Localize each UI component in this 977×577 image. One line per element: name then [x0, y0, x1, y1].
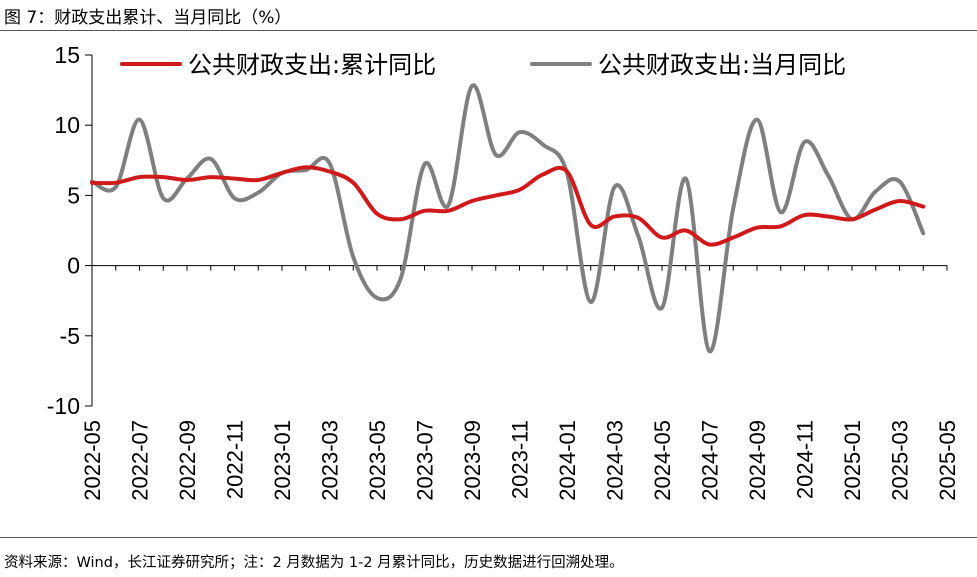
y-tick-label: 5 [67, 182, 80, 208]
x-tick-label: 2025-05 [935, 420, 960, 501]
y-tick-label: -5 [60, 323, 80, 349]
legend-label: 公共财政支出:累计同比 [188, 51, 436, 79]
y-tick-label: 10 [54, 112, 80, 138]
source-note: 资料来源：Wind，长江证券研究所；注：2 月数据为 1-2 月累计同比，历史数… [4, 555, 624, 571]
source-divider [0, 537, 977, 538]
legend-label: 公共财政支出:当月同比 [598, 51, 846, 79]
x-tick-label: 2023-11 [508, 420, 533, 499]
x-tick-label: 2023-09 [460, 420, 485, 501]
x-tick-label: 2022-09 [175, 420, 200, 501]
x-tick-label: 2024-07 [698, 420, 723, 501]
series-line-monthly-yoy [90, 83, 926, 354]
legend: 公共财政支出:累计同比 公共财政支出:当月同比 [120, 51, 846, 79]
y-tick-label: 15 [54, 42, 80, 68]
x-tick-label: 2022-05 [80, 420, 105, 501]
x-tick-label: 2025-01 [840, 420, 865, 501]
y-axis: -10 -5 0 5 10 15 [47, 42, 93, 419]
x-tick-label: 2024-05 [650, 420, 675, 501]
series-layer [90, 83, 926, 354]
x-tick-label: 2025-03 [888, 420, 913, 501]
y-tick-label: -10 [47, 393, 80, 419]
x-tick-label: 2022-11 [223, 420, 248, 499]
x-tick-label: 2023-05 [365, 420, 390, 501]
x-tick-label: 2023-01 [270, 420, 295, 501]
x-tick-label: 2023-03 [318, 420, 343, 501]
x-tick-label: 2024-03 [603, 420, 628, 501]
figure-title: 图 7：财政支出累计、当月同比（%） [4, 8, 292, 28]
series-line-cumulative-yoy [90, 165, 926, 247]
y-tick-label: 0 [67, 253, 80, 279]
x-tick-label: 2022-07 [128, 420, 153, 501]
legend-item-monthly-yoy: 公共财政支出:当月同比 [530, 51, 846, 79]
x-tick-label: 2024-11 [793, 420, 818, 499]
x-tick-label: 2024-01 [555, 420, 580, 501]
x-tick-label: 2024-09 [745, 420, 770, 501]
x-axis: 2022-05 2022-07 2022-09 2022-11 2023-01 2023-… [80, 265, 960, 501]
x-tick-label: 2023-07 [413, 420, 438, 501]
legend-item-cumulative-yoy: 公共财政支出:累计同比 [120, 51, 436, 79]
title-divider [0, 30, 977, 31]
